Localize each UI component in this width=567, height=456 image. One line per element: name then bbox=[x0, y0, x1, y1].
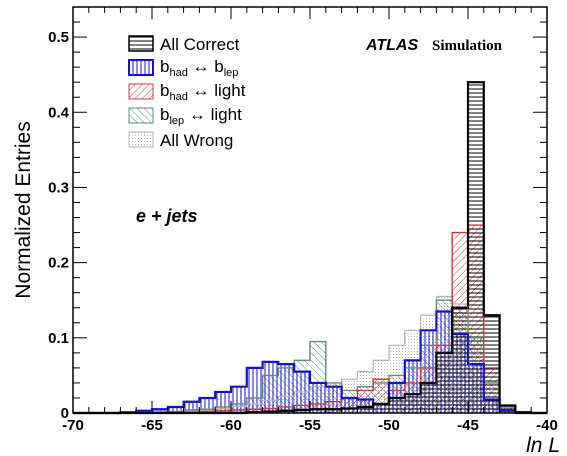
svg-text:bhad ↔ light: bhad ↔ light bbox=[160, 81, 246, 103]
legend-label-blep-light-base: b bbox=[160, 105, 169, 124]
y-tick-label: 0.3 bbox=[48, 179, 69, 196]
bar-bhad-blep-13 bbox=[278, 364, 295, 413]
legend-label-all-correct: All Correct bbox=[160, 35, 240, 54]
bar-bhad-blep-12 bbox=[262, 361, 279, 413]
bar-bhad-blep-8 bbox=[199, 397, 216, 413]
bar-all-correct-17 bbox=[341, 408, 358, 413]
bar-all-correct-25 bbox=[468, 82, 484, 414]
bar-bhad-blep-9 bbox=[215, 391, 231, 413]
legend-label-bhad-light-sub1: had bbox=[169, 91, 187, 103]
bar-all-correct-26 bbox=[483, 315, 500, 413]
x-tick-label: -60 bbox=[220, 417, 242, 434]
histogram-bars bbox=[120, 82, 532, 414]
legend: All Correct bhad ↔ blep bhad ↔ light ble… bbox=[128, 35, 246, 150]
x-axis-title: ln L bbox=[526, 434, 560, 456]
y-tick-label: 0 bbox=[61, 405, 69, 422]
y-axis-title: Normalized Entries bbox=[12, 121, 35, 298]
bar-all-correct-23 bbox=[436, 352, 453, 413]
bar-bhad-blep-16 bbox=[325, 386, 342, 413]
legend-label-bhad-blep-mid: ↔ b bbox=[188, 57, 224, 76]
bar-all-correct-16 bbox=[325, 409, 342, 413]
legend-label-all-wrong: All Wrong bbox=[160, 131, 233, 150]
x-tick-labels: -70 -65 -60 -55 -50 -45 -40 bbox=[62, 417, 558, 434]
y-tick-label: 0.4 bbox=[48, 104, 70, 121]
legend-label-bhad-light-base: b bbox=[160, 81, 169, 100]
legend-label-bhad-blep-sub1: had bbox=[169, 67, 187, 79]
legend-label-blep-light-sub1: lep bbox=[169, 115, 184, 127]
y-tick-label: 0.5 bbox=[48, 29, 69, 46]
legend-swatch-all-correct bbox=[128, 35, 154, 52]
svg-text:All Correct: All Correct bbox=[160, 35, 240, 54]
legend-entry-bhad-blep: bhad ↔ blep bbox=[128, 57, 238, 79]
legend-label-blep-light-mid: ↔ light bbox=[184, 105, 242, 124]
x-tick-label: -65 bbox=[141, 417, 163, 434]
x-tick-label: -70 bbox=[62, 417, 84, 434]
svg-text:blep ↔ light: blep ↔ light bbox=[160, 105, 242, 127]
bar-all-correct-14 bbox=[294, 409, 310, 413]
bar-bhad-blep-11 bbox=[246, 367, 263, 413]
legend-entry-blep-light: blep ↔ light bbox=[128, 105, 242, 127]
x-tick-label: -40 bbox=[536, 417, 558, 434]
x-tick-label: -55 bbox=[299, 417, 321, 434]
legend-swatch-all-wrong bbox=[128, 131, 154, 148]
legend-label-bhad-blep-base: b bbox=[160, 57, 169, 76]
y-tick-label: 0.1 bbox=[48, 330, 69, 347]
legend-entry-all-correct: All Correct bbox=[128, 35, 240, 54]
bar-all-correct-18 bbox=[357, 406, 374, 413]
bar-bhad-blep-6 bbox=[167, 406, 184, 413]
bar-all-correct-20 bbox=[389, 397, 405, 413]
bar-all-correct-21 bbox=[404, 394, 421, 413]
channel-label: e + jets bbox=[136, 206, 198, 226]
bar-bhad-blep-7 bbox=[183, 401, 200, 413]
bar-bhad-blep-10 bbox=[231, 386, 247, 413]
bar-all-correct-13 bbox=[278, 410, 295, 413]
x-tick-label: -45 bbox=[457, 417, 479, 434]
bar-all-correct-27 bbox=[499, 405, 516, 413]
bar-all-correct-22 bbox=[420, 382, 437, 413]
legend-swatch-bhad-blep bbox=[128, 59, 154, 76]
legend-swatch-bhad-light bbox=[128, 83, 154, 100]
bar-bhad-blep-15 bbox=[310, 382, 326, 413]
y-tick-labels: 0 0.1 0.2 0.3 0.4 0.5 bbox=[48, 29, 70, 422]
atlas-label: ATLAS bbox=[365, 37, 418, 54]
simulation-label: Simulation bbox=[432, 38, 503, 54]
legend-entry-all-wrong: All Wrong bbox=[128, 131, 233, 150]
bar-all-correct-15 bbox=[310, 409, 326, 413]
y-tick-label: 0.2 bbox=[48, 255, 69, 272]
legend-swatch-blep-light bbox=[128, 107, 154, 124]
legend-entry-bhad-light: bhad ↔ light bbox=[128, 81, 246, 103]
svg-text:All Wrong: All Wrong bbox=[160, 131, 233, 150]
bar-all-correct-19 bbox=[373, 403, 389, 413]
legend-label-bhad-light-mid: ↔ light bbox=[188, 81, 246, 100]
x-tick-label: -50 bbox=[378, 417, 400, 434]
axis-ticks bbox=[72, 6, 548, 414]
bar-all-correct-24 bbox=[452, 307, 468, 413]
svg-text:bhad ↔ blep: bhad ↔ blep bbox=[160, 57, 238, 79]
legend-label-bhad-blep-sub2: lep bbox=[224, 67, 239, 79]
